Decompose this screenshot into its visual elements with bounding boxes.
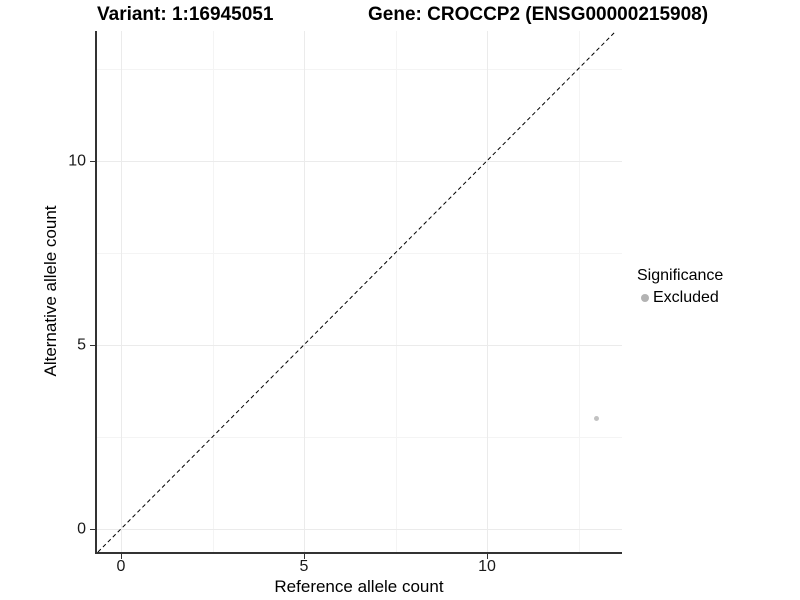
legend-title: Significance <box>637 267 724 284</box>
gene-title: Gene: CROCCP2 (ENSG00000215908) <box>368 4 709 25</box>
gridline <box>96 437 622 438</box>
y-tick-label: 10 <box>68 152 86 170</box>
gridline <box>96 345 622 346</box>
gridline <box>96 161 622 162</box>
y-tick-label: 5 <box>77 336 86 354</box>
identity-line <box>97 31 617 552</box>
y-tick-label: 0 <box>77 520 86 538</box>
x-tick-label: 0 <box>116 558 126 575</box>
x-tick-mark <box>303 554 305 559</box>
gridline <box>96 69 622 70</box>
x-axis-line <box>95 552 622 554</box>
legend: Significance Excluded <box>637 266 723 307</box>
legend-item-label: Excluded <box>653 289 719 306</box>
x-tick-label: 10 <box>478 558 496 575</box>
gridline <box>212 31 214 552</box>
gridline <box>487 31 488 552</box>
y-tick-mark <box>90 344 95 346</box>
x-axis-title: Reference allele count <box>274 577 444 596</box>
data-point <box>594 416 600 422</box>
x-tick-mark <box>486 554 488 559</box>
y-axis-line <box>95 31 97 552</box>
gridline <box>304 31 305 552</box>
excluded-point-icon <box>641 293 649 302</box>
y-tick-mark <box>90 528 95 530</box>
gridline <box>96 529 622 530</box>
gridline <box>121 31 122 552</box>
legend-item-excluded: Excluded <box>637 288 723 307</box>
gridline <box>395 31 397 552</box>
y-tick-mark <box>90 160 95 162</box>
x-tick-mark <box>120 554 122 559</box>
plot-panel <box>96 31 622 552</box>
x-tick-label: 5 <box>299 558 309 575</box>
y-axis-title: Alternative allele count <box>41 205 60 377</box>
variant-title: Variant: 1:16945051 <box>97 4 274 25</box>
gridline <box>578 31 580 552</box>
gridline <box>96 253 622 254</box>
